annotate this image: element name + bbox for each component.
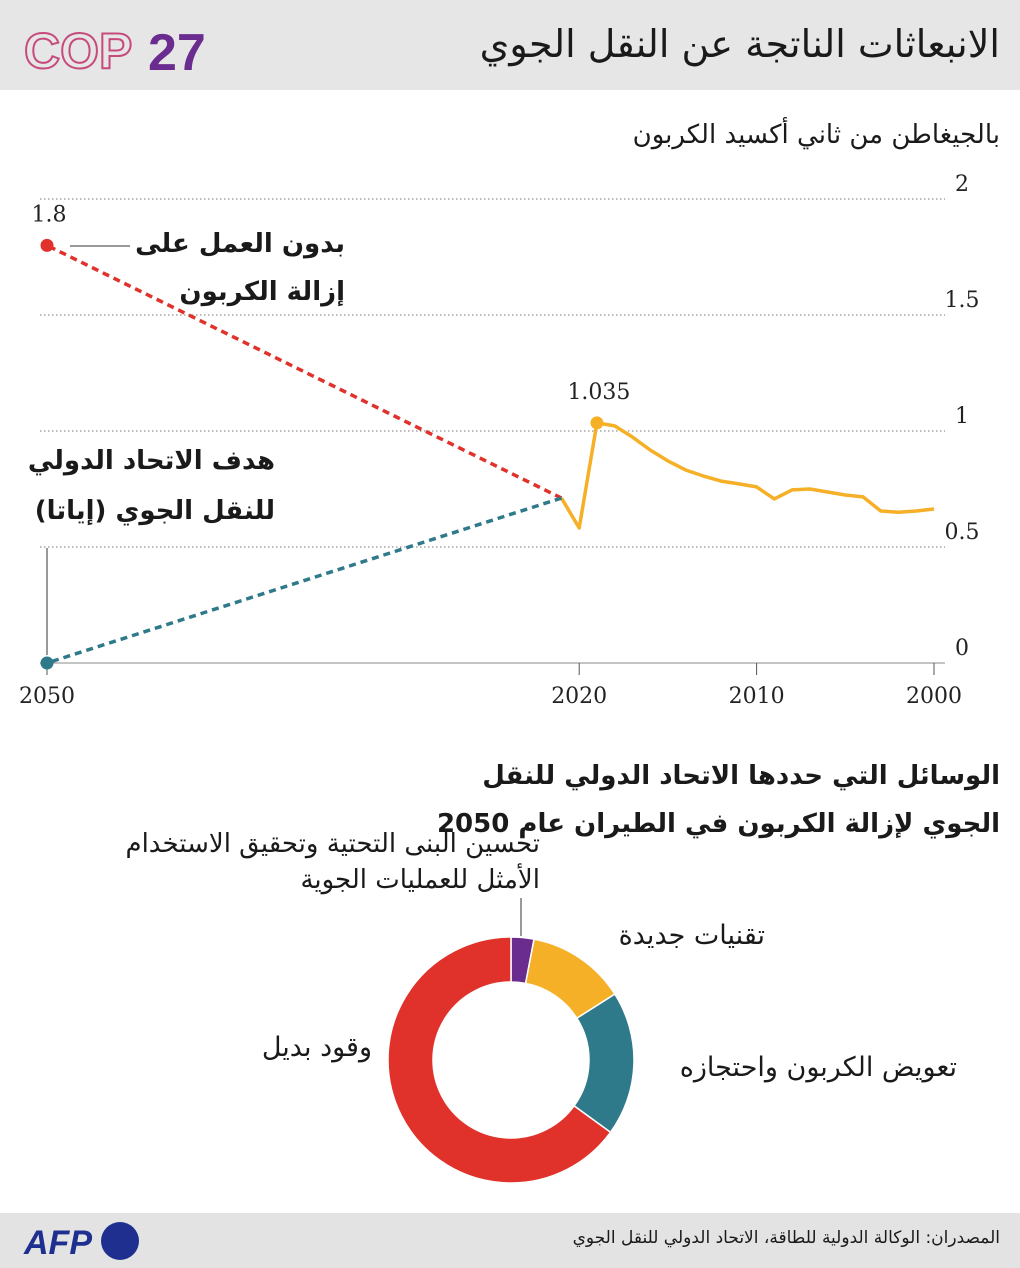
y-tick-label: 2	[955, 172, 969, 197]
pie-label: تعويض الكربون واحتجازه	[679, 1052, 957, 1083]
footer-band	[0, 1213, 1020, 1268]
x-tick-label: 2000	[906, 684, 962, 709]
pie-title: الوسائل التي حددها الاتحاد الدولي للنقل …	[436, 761, 1000, 839]
source: المصدران: الوكالة الدولية للطاقة، الاتحا…	[572, 1228, 1000, 1248]
line-series	[46, 496, 562, 665]
series-annotation: بدون العمل على إزالة الكربون	[135, 229, 345, 307]
pie-segment	[387, 936, 612, 1184]
page-title: الانبعاثات الناتجة عن النقل الجوي	[479, 22, 1000, 66]
pie-label: تحسين البنى التحتية وتحقيق الاستخدام الأ…	[125, 829, 540, 895]
y-tick-label: 0.5	[945, 520, 980, 545]
y-tick-label: 1.5	[945, 288, 980, 313]
pie-label: تقنيات جديدة	[618, 920, 765, 951]
y-axis-label: بالجيغاطن من ثاني أكسيد الكربون	[632, 120, 1000, 150]
logo-number: 27	[148, 24, 206, 82]
x-tick-label: 2050	[19, 684, 75, 709]
header-band	[0, 0, 1020, 90]
point	[590, 416, 604, 430]
line-series	[559, 421, 935, 530]
point	[40, 656, 54, 670]
afp-logo-dot	[101, 1222, 139, 1260]
y-tick-label: 1	[955, 404, 969, 429]
y-tick-label: 0	[955, 636, 969, 661]
x-tick-label: 2010	[729, 684, 785, 709]
x-tick-label: 2020	[551, 684, 607, 709]
pie-label: وقود بديل	[261, 1032, 372, 1063]
footer-logo: AFP	[23, 1224, 92, 1262]
point	[40, 238, 54, 252]
data-label: 1.035	[567, 380, 630, 405]
data-label: 1.8	[32, 202, 67, 227]
logo-text: COP	[24, 23, 132, 79]
series-annotation: هدف الاتحاد الدولي للنقل الجوي (إياتا)	[27, 446, 275, 526]
